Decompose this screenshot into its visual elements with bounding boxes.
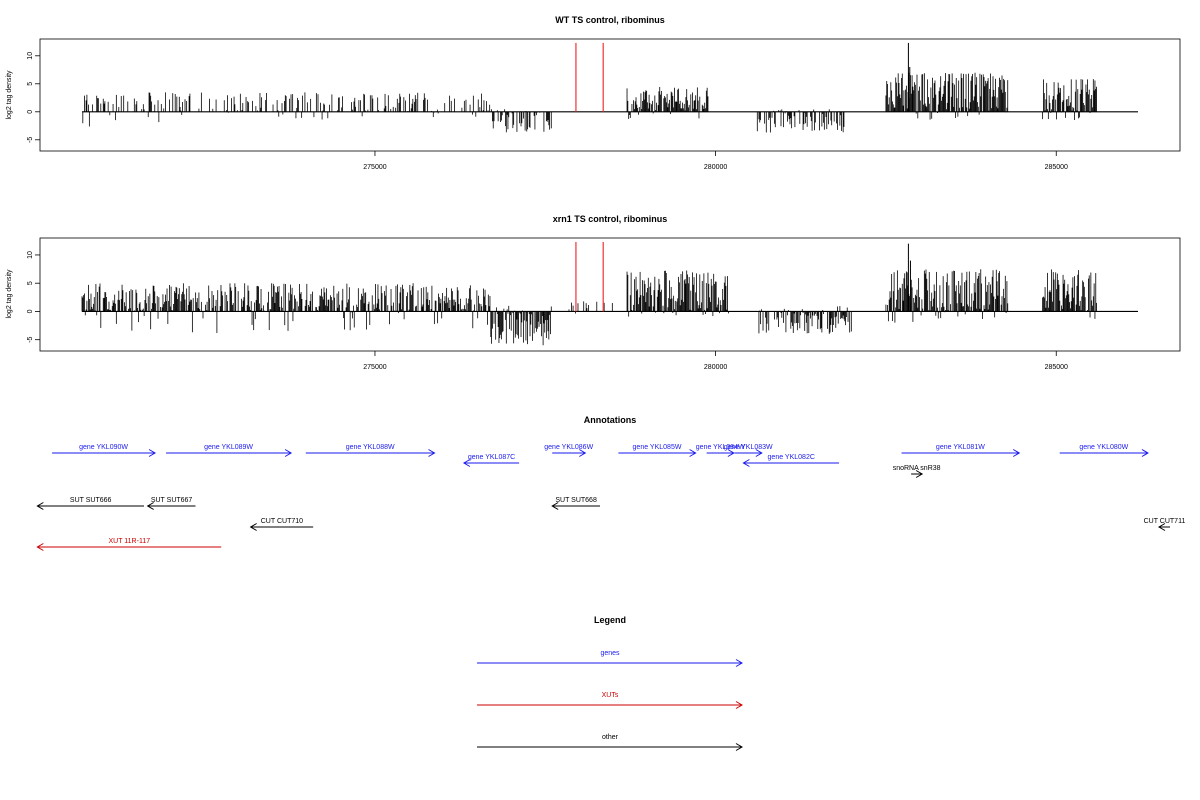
annotation-feature: snoRNA snR38 <box>893 465 941 478</box>
annotation-feature: gene YKL085W <box>618 444 697 457</box>
feature-arrow-head <box>579 449 587 457</box>
annotation-feature: gene YKL087C <box>462 454 520 467</box>
x-tick-label: 285000 <box>1045 164 1068 171</box>
feature-arrow-head <box>36 543 44 551</box>
feature-label: SUT SUT668 <box>555 497 597 504</box>
y-tick-label: 0 <box>27 309 34 313</box>
annotation-feature: gene YKL080W <box>1059 444 1149 457</box>
feature-label: gene YKL088W <box>346 444 395 451</box>
annotation-feature: SUT SUT666 <box>36 497 144 510</box>
wt-track-title: WT TS control, ribominus <box>555 15 665 25</box>
feature-label: gene YKL080W <box>1079 444 1128 451</box>
legend-item: other <box>477 734 743 751</box>
feature-arrow-head <box>755 449 763 457</box>
feature-arrow-head <box>146 502 154 510</box>
feature-label: XUT 11R-117 <box>108 538 150 545</box>
xrn1-track-panel: xrn1 TS control, ribominus log2 tag dens… <box>6 214 1181 371</box>
y-tick-label: 10 <box>27 251 34 259</box>
feature-label: gene YKL085W <box>633 444 682 451</box>
feature-arrow-head <box>1157 523 1166 531</box>
legend-arrow-head <box>735 701 743 709</box>
y-tick-label: -5 <box>27 336 34 342</box>
y-tick-label: 5 <box>27 281 34 285</box>
feature-arrow-head <box>727 449 735 457</box>
x-tick-label: 275000 <box>363 364 386 371</box>
annotation-feature: gene YKL081W <box>901 444 1021 457</box>
legend-arrow-head <box>735 659 743 667</box>
feature-arrow-head <box>462 459 471 467</box>
feature-arrow-head <box>1141 449 1149 457</box>
legend-item: XUTs <box>477 692 743 709</box>
xrn1-track-title: xrn1 TS control, ribominus <box>553 214 668 224</box>
annotation-feature: SUT SUT667 <box>146 497 196 510</box>
annotation-feature: gene YKL083W <box>724 444 773 457</box>
annotation-feature: gene YKL089W <box>166 444 293 457</box>
feature-label: gene YKL081W <box>936 444 985 451</box>
y-tick-label: 10 <box>27 52 34 60</box>
legend-label: other <box>602 734 619 741</box>
feature-label: SUT SUT667 <box>151 497 193 504</box>
feature-label: gene YKL082C <box>768 454 815 461</box>
x-tick-label: 280000 <box>704 364 727 371</box>
annotation-feature: gene YKL082C <box>742 454 840 467</box>
feature-label: CUT CUT711 <box>1144 518 1186 525</box>
density-bars <box>81 243 1097 346</box>
annotation-features: gene YKL090W gene YKL089W gene YKL088W gene… <box>36 444 1186 551</box>
wt-track-plot: -5 0 5 10 275000 280000 285000 <box>27 38 1181 171</box>
legend-arrow-head <box>735 743 743 751</box>
feature-label: snoRNA snR38 <box>893 465 941 472</box>
legend-items: genes XUTs other <box>477 650 743 751</box>
legend-title: Legend <box>594 615 626 625</box>
feature-label: gene YKL083W <box>724 444 773 451</box>
annotation-feature: gene YKL086W <box>544 444 594 457</box>
annotations-panel: Annotations gene YKL090W gene YKL089W gene… <box>36 415 1186 551</box>
legend-panel: Legend genes XUTs other <box>477 615 743 751</box>
annotation-feature: gene YKL088W <box>305 444 436 457</box>
y-tick-label: -5 <box>27 137 34 143</box>
annotation-feature: CUT CUT711 <box>1144 518 1186 531</box>
wt-track-ylabel: log2 tag density <box>6 70 13 120</box>
feature-label: gene YKL087C <box>468 454 515 461</box>
feature-label: gene YKL084W <box>696 444 745 451</box>
legend-label: genes <box>600 650 620 657</box>
feature-arrow-head <box>148 449 157 457</box>
legend-label: XUTs <box>602 692 619 699</box>
x-tick-label: 275000 <box>363 164 386 171</box>
feature-arrow-head <box>284 449 293 457</box>
legend-item: genes <box>477 650 743 667</box>
annotation-feature: CUT CUT710 <box>249 518 314 531</box>
xrn1-track-ylabel: log2 tag density <box>6 269 13 319</box>
y-tick-label: 5 <box>27 82 34 86</box>
annotation-feature: gene YKL090W <box>52 444 157 457</box>
feature-arrow-head <box>742 459 750 467</box>
feature-label: gene YKL090W <box>79 444 128 451</box>
feature-arrow-head <box>689 449 697 457</box>
annotations-title: Annotations <box>584 415 637 425</box>
y-tick-label: 0 <box>27 110 34 114</box>
x-tick-label: 285000 <box>1045 364 1068 371</box>
xrn1-track-plot: -5 0 5 10 275000 280000 285000 <box>27 237 1181 371</box>
feature-arrow-head <box>1012 449 1021 457</box>
annotation-feature: XUT 11R-117 <box>36 538 222 551</box>
density-bars <box>82 42 1097 133</box>
x-tick-label: 280000 <box>704 164 727 171</box>
feature-label: CUT CUT710 <box>261 518 303 525</box>
feature-arrow-head <box>551 502 559 510</box>
feature-arrow-head <box>915 470 924 478</box>
annotation-feature: gene YKL084W <box>696 444 745 457</box>
feature-arrow-head <box>428 449 436 457</box>
feature-label: gene YKL086W <box>544 444 593 451</box>
feature-label: SUT SUT666 <box>70 497 112 504</box>
feature-arrow-head <box>249 523 257 531</box>
feature-label: gene YKL089W <box>204 444 253 451</box>
plot-frame <box>39 237 1181 352</box>
feature-arrow-head <box>36 502 44 510</box>
plot-frame <box>39 38 1181 152</box>
annotation-feature: SUT SUT668 <box>551 497 600 510</box>
wt-track-panel: WT TS control, ribominus log2 tag densit… <box>6 15 1181 171</box>
